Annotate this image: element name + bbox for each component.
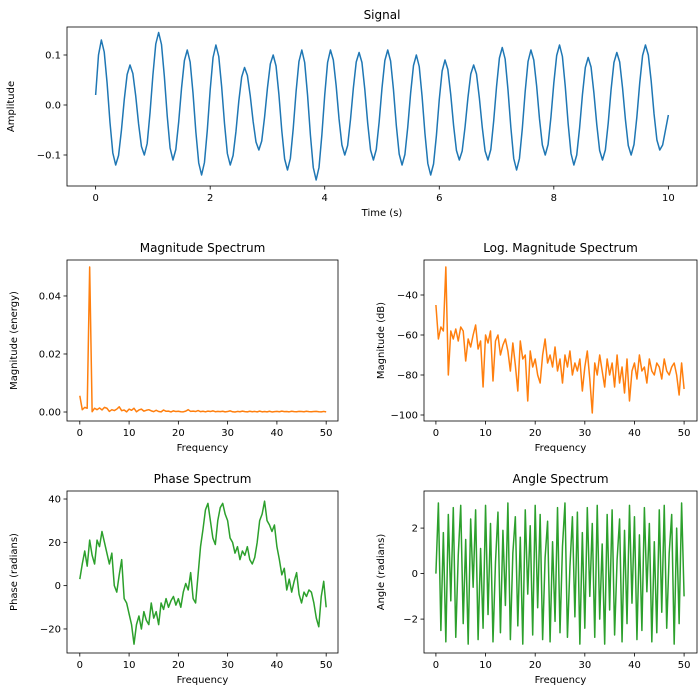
x-tick-label: 40 xyxy=(271,428,284,439)
x-tick-label: 20 xyxy=(172,428,185,439)
x-tick-label: 2 xyxy=(207,193,213,204)
x-tick-label: 4 xyxy=(322,193,328,204)
y-tick-label: −40 xyxy=(397,291,418,302)
y-tick-label: 0.1 xyxy=(45,51,61,62)
magnitude-title: Magnitude Spectrum xyxy=(140,241,266,255)
x-tick-label: 30 xyxy=(578,428,591,439)
y-tick-label: 0.02 xyxy=(39,349,61,360)
x-tick-label: 10 xyxy=(123,428,136,439)
phase-xlabel: Frequency xyxy=(177,675,229,686)
y-tick-label: −20 xyxy=(40,624,61,635)
x-tick-label: 50 xyxy=(320,660,333,671)
y-tick-label: 0.00 xyxy=(39,408,61,419)
x-tick-label: 50 xyxy=(320,428,333,439)
angle-xlabel: Frequency xyxy=(535,675,587,686)
x-tick-label: 0 xyxy=(433,660,439,671)
x-tick-label: 40 xyxy=(271,660,284,671)
y-tick-label: 40 xyxy=(48,495,61,506)
x-tick-label: 20 xyxy=(529,660,542,671)
signal-title: Signal xyxy=(364,8,401,22)
log-magnitude-series-line xyxy=(435,266,685,414)
y-tick-label: 0 xyxy=(55,581,61,592)
x-tick-label: 10 xyxy=(662,193,675,204)
signal-ylabel: Amplitude xyxy=(6,81,17,132)
phase-axes: 0 10 20 30 40 50 −20 0 20 40 Phase Spectrum Frequen… xyxy=(9,472,339,686)
x-tick-label: 0 xyxy=(92,193,98,204)
angle-series-line xyxy=(435,502,685,645)
log-magnitude-xlabel: Frequency xyxy=(535,443,587,454)
x-tick-label: 50 xyxy=(678,660,691,671)
y-tick-label: 0 xyxy=(412,569,418,580)
phase-title: Phase Spectrum xyxy=(154,472,252,486)
magnitude-frame xyxy=(66,259,339,422)
y-tick-label: 2 xyxy=(412,524,418,535)
x-tick-label: 20 xyxy=(172,660,185,671)
log-magnitude-ylabel: Magnitude (dB) xyxy=(376,302,387,379)
phase-series-line xyxy=(79,500,327,645)
x-tick-label: 6 xyxy=(436,193,442,204)
log-magnitude-title: Log. Magnitude Spectrum xyxy=(483,241,638,255)
y-tick-label: −80 xyxy=(397,371,418,382)
x-tick-label: 10 xyxy=(479,660,492,671)
x-tick-label: 10 xyxy=(479,428,492,439)
angle-frame xyxy=(423,490,698,654)
y-tick-label: 0.04 xyxy=(39,291,61,302)
y-tick-label: 20 xyxy=(48,538,61,549)
x-tick-label: 50 xyxy=(678,428,691,439)
x-tick-label: 30 xyxy=(221,428,234,439)
signal-frame xyxy=(66,26,698,187)
x-tick-label: 30 xyxy=(221,660,234,671)
x-tick-label: 0 xyxy=(77,428,83,439)
x-tick-label: 10 xyxy=(123,660,136,671)
x-tick-label: 30 xyxy=(578,660,591,671)
signal-axes: 0 2 4 6 8 10 −0.1 0.0 0.1 Signal Time (s) Amplitude xyxy=(6,8,698,219)
x-tick-label: 40 xyxy=(628,660,641,671)
angle-ylabel: Angle (radians) xyxy=(376,534,387,611)
x-tick-label: 0 xyxy=(77,660,83,671)
angle-title: Angle Spectrum xyxy=(512,472,608,486)
log-magnitude-frame xyxy=(423,259,698,422)
x-tick-label: 0 xyxy=(433,428,439,439)
signal-series-line xyxy=(94,31,670,181)
y-tick-label: −0.1 xyxy=(37,151,61,162)
x-tick-label: 40 xyxy=(628,428,641,439)
magnitude-series-line xyxy=(79,266,327,413)
y-tick-label: −60 xyxy=(397,331,418,342)
signal-xlabel: Time (s) xyxy=(361,208,403,219)
x-tick-label: 8 xyxy=(551,193,557,204)
angle-axes: 0 10 20 30 40 50 −2 0 2 Angle Spectrum Frequency An… xyxy=(376,472,698,686)
log-magnitude-axes: 0 10 20 30 40 50 −100 −80 −60 −40 Log. Magnitude S… xyxy=(376,241,698,454)
magnitude-xlabel: Frequency xyxy=(177,443,229,454)
phase-frame xyxy=(66,490,339,654)
y-tick-label: 0.0 xyxy=(45,101,61,112)
magnitude-ylabel: Magnitude (energy) xyxy=(9,291,20,390)
magnitude-axes: 0 10 20 30 40 50 0.00 0.02 0.04 Magnitude Spectru… xyxy=(9,241,339,454)
x-tick-label: 20 xyxy=(529,428,542,439)
y-tick-label: −2 xyxy=(403,615,418,626)
phase-ylabel: Phase (radians) xyxy=(9,533,20,611)
y-tick-label: −100 xyxy=(391,411,418,422)
